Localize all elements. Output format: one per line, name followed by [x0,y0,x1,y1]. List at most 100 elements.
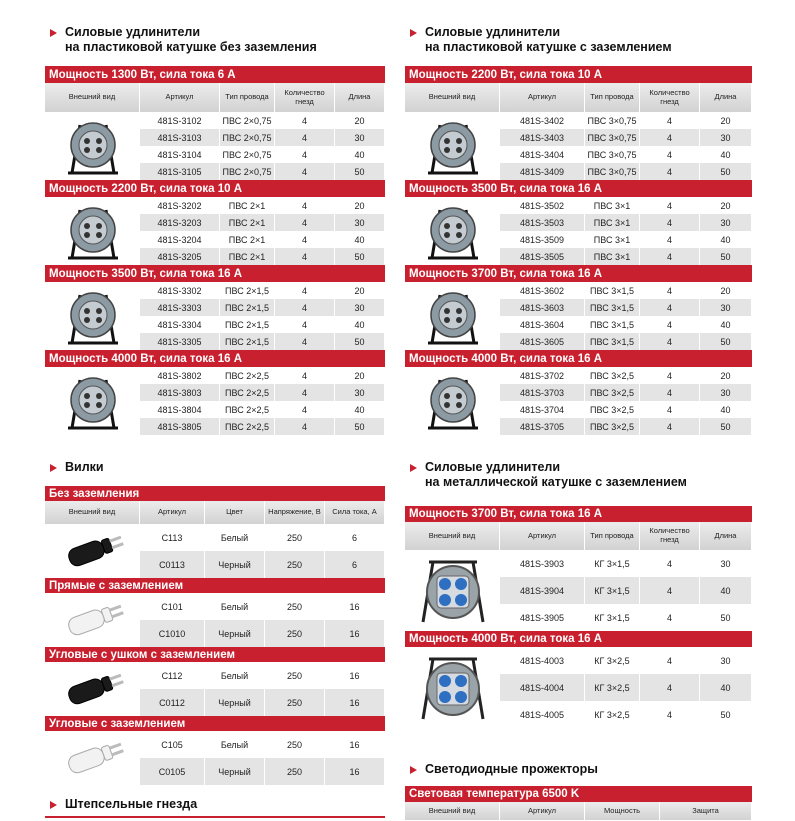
icon-part [438,300,467,330]
column-header: Внешний вид [405,802,500,820]
table-cell: 481S-3302 [140,282,220,299]
table-cell: 40 [700,231,752,248]
product-image [45,197,140,265]
table-cell: 481S-3903 [500,550,585,577]
table-cell: 481S-3503 [500,214,585,231]
icon-part [67,540,105,567]
column-header: Тип провода [585,522,640,550]
column-header: Тип провода [585,83,640,112]
table-cell: ПВС 2×2,5 [220,384,275,401]
table-cell: КГ 3×1,5 [585,604,640,631]
table-cell: 4 [275,163,335,180]
column-header: Артикул [500,83,585,112]
icon-part [78,215,107,245]
icon-part [67,535,124,567]
icon-part [438,690,451,703]
table-cell: 50 [700,248,752,265]
table-cell: ПВС 2×0,75 [220,146,275,163]
icon-part [111,611,124,619]
table-cell: 30 [700,129,752,146]
table-cell: 481S-3602 [500,282,585,299]
table-cell: 4 [275,146,335,163]
column-header: Длина [700,83,752,112]
table-cell: Белый [205,731,265,758]
icon-part [455,232,462,238]
table-cell: 40 [335,401,385,418]
table-cell: 4 [640,384,700,401]
icon-part [83,147,90,153]
column-header: Артикул [500,802,585,820]
icon-part [67,742,124,774]
table-cell: 40 [700,674,752,701]
icon-part [111,542,124,550]
table-cell: 50 [700,418,752,435]
table-cell: 4 [275,418,335,435]
table-cell: С113 [140,524,205,551]
table-cell: 481S-3205 [140,248,220,265]
group-bar: Мощность 4000 Вт, сила тока 16 А [405,631,752,647]
icon-part [438,593,451,606]
group-bar: Мощность 4000 Вт, сила тока 16 А [405,350,752,367]
icon-part [83,317,90,323]
icon-part [427,377,478,430]
section-title: на пластиковой катушке с заземлением [425,40,672,54]
table-cell: С0105 [140,758,205,785]
table-cell: 481S-3402 [500,112,585,129]
icon-part [83,402,90,408]
table-cell: 4 [275,401,335,418]
product-image [405,112,500,180]
product-image [45,662,140,716]
table-cell: 481S-3105 [140,163,220,180]
icon-part [111,680,124,688]
table-cell: ПВС 2×1,5 [220,282,275,299]
table-cell: Белый [205,593,265,620]
table-cell: 30 [700,299,752,316]
icon-part [108,535,121,543]
table-cell: 16 [325,758,385,785]
table-cell: 4 [640,333,700,350]
table-cell: 16 [325,689,385,716]
table-cell: 481S-3304 [140,316,220,333]
group-bar: Без заземления [45,486,385,501]
icon-part [454,690,467,703]
table-cell: 30 [335,384,385,401]
icon-part [455,147,462,153]
table-cell: 50 [335,418,385,435]
table-cell: 481S-3704 [500,401,585,418]
table-cell: 20 [335,112,385,129]
table-cell: 16 [325,662,385,689]
icon-part [83,308,90,314]
table-cell: 20 [335,367,385,384]
table-cell: 481S-4005 [500,701,585,728]
icon-part [421,657,484,719]
table-cell: 481S-3305 [140,333,220,350]
icon-part [108,604,121,612]
product-image [45,593,140,647]
column-header: Мощность [585,802,660,820]
column-header: Сила тока, А [325,501,385,524]
icon-part [100,537,113,554]
icon-part [438,674,451,687]
table-cell: ПВС 3×1 [585,248,640,265]
table-cell: 6 [325,551,385,578]
icon-part [454,674,467,687]
table-cell: 4 [640,701,700,728]
icon-part [443,308,450,314]
icon-part [78,130,107,160]
column-header: Количество гнезд [275,83,335,112]
icon-part [111,749,124,757]
title-marker [410,29,417,37]
table-cell: 481S-3403 [500,129,585,146]
group-bar: Мощность 3700 Вт, сила тока 16 А [405,265,752,282]
table-cell: С0113 [140,551,205,578]
table-cell: ПВС 2×1 [220,231,275,248]
column-header: Внешний вид [405,522,500,550]
table-cell: ПВС 3×2,5 [585,401,640,418]
table-cell: 30 [335,214,385,231]
table-cell: 20 [700,367,752,384]
icon-part [443,147,450,153]
icon-part [455,317,462,323]
icon-part [455,223,462,229]
icon-part [443,402,450,408]
table-cell: 16 [325,593,385,620]
